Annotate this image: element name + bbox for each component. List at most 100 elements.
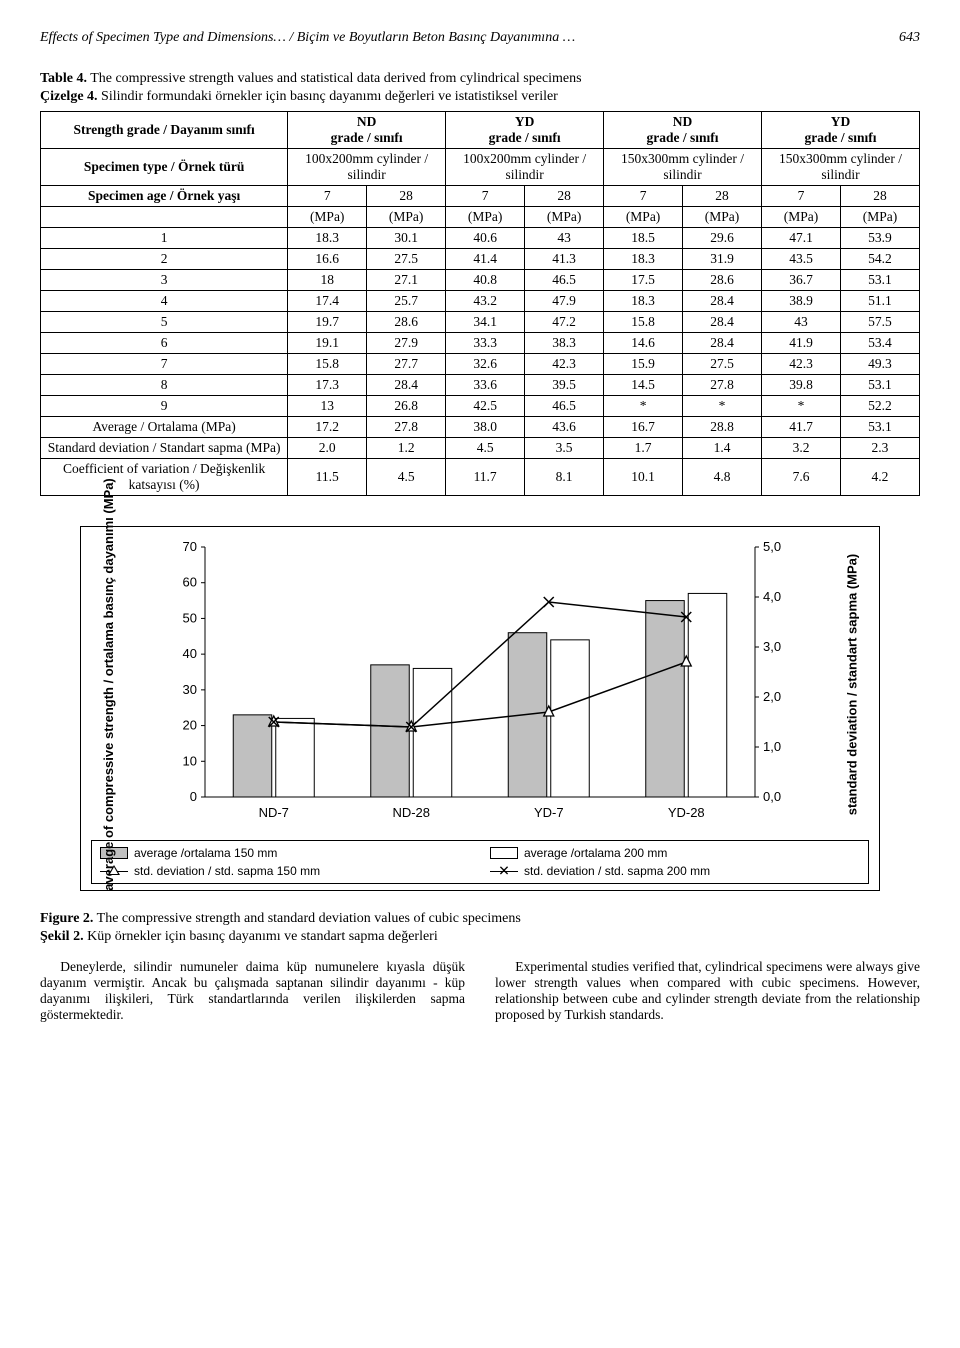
- cv1: 4.5: [367, 459, 446, 496]
- figure-text-tr: Küp örnekler için basınç dayanımı ve sta…: [84, 929, 438, 944]
- row-index: 8: [41, 375, 288, 396]
- u0: (MPa): [288, 207, 367, 228]
- table-label: Table 4.: [40, 71, 87, 86]
- u6: (MPa): [762, 207, 841, 228]
- td-type-2: 150x300mm cylinder / silindir: [604, 149, 762, 186]
- cell: 18.5: [604, 228, 683, 249]
- cell: 28.4: [683, 312, 762, 333]
- cell: 36.7: [762, 270, 841, 291]
- cell: 31.9: [683, 249, 762, 270]
- sd4: 1.7: [604, 438, 683, 459]
- sd-label: Standard deviation / Standart sapma (MPa…: [41, 438, 288, 459]
- table-caption-en: Table 4. The compressive strength values…: [40, 71, 920, 87]
- svg-text:YD-7: YD-7: [534, 805, 564, 820]
- table-row: 619.127.933.338.314.628.441.953.4: [41, 333, 920, 354]
- cell: 41.9: [762, 333, 841, 354]
- sd5: 1.4: [683, 438, 762, 459]
- cell: 38.3: [525, 333, 604, 354]
- sd7: 2.3: [840, 438, 919, 459]
- cell: 28.6: [683, 270, 762, 291]
- figure-text: The compressive strength and standard de…: [93, 911, 520, 926]
- cell: 13: [288, 396, 367, 417]
- cv4: 10.1: [604, 459, 683, 496]
- th-grade-0: ND grade / sınıfı: [288, 112, 446, 149]
- cell: 27.8: [683, 375, 762, 396]
- cv0: 11.5: [288, 459, 367, 496]
- age-0: 7: [288, 186, 367, 207]
- age-2: 7: [446, 186, 525, 207]
- table-label-tr: Çizelge 4.: [40, 89, 98, 104]
- th-type: Specimen type / Örnek türü: [41, 149, 288, 186]
- cell: 41.3: [525, 249, 604, 270]
- avg6: 41.7: [762, 417, 841, 438]
- u3: (MPa): [525, 207, 604, 228]
- age-4: 7: [604, 186, 683, 207]
- cell: 17.5: [604, 270, 683, 291]
- th-age: Specimen age / Örnek yaşı: [41, 186, 288, 207]
- cv6: 7.6: [762, 459, 841, 496]
- cell: 52.2: [840, 396, 919, 417]
- legend-sd200-text: std. deviation / std. sapma 200 mm: [524, 864, 710, 878]
- cell: 42.3: [525, 354, 604, 375]
- cell: *: [762, 396, 841, 417]
- table-row: 31827.140.846.517.528.636.753.1: [41, 270, 920, 291]
- cell: 49.3: [840, 354, 919, 375]
- avg5: 28.8: [683, 417, 762, 438]
- cell: 29.6: [683, 228, 762, 249]
- age-5: 28: [683, 186, 762, 207]
- row-index: 5: [41, 312, 288, 333]
- row-index: 1: [41, 228, 288, 249]
- figure-caption-en: Figure 2. The compressive strength and s…: [40, 911, 920, 927]
- cell: 41.4: [446, 249, 525, 270]
- row-index: 2: [41, 249, 288, 270]
- table-row: 715.827.732.642.315.927.542.349.3: [41, 354, 920, 375]
- svg-text:0,0: 0,0: [763, 789, 781, 804]
- cell: 57.5: [840, 312, 919, 333]
- cell: 19.1: [288, 333, 367, 354]
- cell: 18: [288, 270, 367, 291]
- page-number: 643: [899, 30, 920, 46]
- cell: 27.9: [367, 333, 446, 354]
- svg-text:3,0: 3,0: [763, 639, 781, 654]
- svg-text:4,0: 4,0: [763, 589, 781, 604]
- svg-text:60: 60: [183, 575, 197, 590]
- svg-text:40: 40: [183, 646, 197, 661]
- cell: 42.3: [762, 354, 841, 375]
- avg2: 38.0: [446, 417, 525, 438]
- cell: 27.5: [683, 354, 762, 375]
- legend-avg150: average /ortalama 150 mm: [100, 846, 470, 860]
- cell: 47.9: [525, 291, 604, 312]
- svg-text:1,0: 1,0: [763, 739, 781, 754]
- row-index: 3: [41, 270, 288, 291]
- table-row: 118.330.140.64318.529.647.153.9: [41, 228, 920, 249]
- svg-text:10: 10: [183, 753, 197, 768]
- cell: 32.6: [446, 354, 525, 375]
- age-7: 28: [840, 186, 919, 207]
- running-head-text: Effects of Specimen Type and Dimensions……: [40, 30, 575, 46]
- cell: 53.1: [840, 375, 919, 396]
- cell: 38.9: [762, 291, 841, 312]
- data-table: Strength grade / Dayanım sınıfı ND grade…: [40, 111, 920, 496]
- cell: 53.9: [840, 228, 919, 249]
- table-caption-tr: Çizelge 4. Silindir formundaki örnekler …: [40, 89, 920, 105]
- cell: 47.2: [525, 312, 604, 333]
- line-swatch-150-icon: [100, 865, 128, 877]
- row-index: 4: [41, 291, 288, 312]
- row-index: 6: [41, 333, 288, 354]
- left-axis-label-wrap: average of compressive strength / ortala…: [91, 537, 125, 832]
- table-row: 417.425.743.247.918.328.438.951.1: [41, 291, 920, 312]
- cell: 46.5: [525, 396, 604, 417]
- line-swatch-200-icon: ✕: [490, 865, 518, 877]
- chart-plot: 0102030405060700,01,02,03,04,05,0ND-7ND-…: [125, 537, 835, 832]
- table-caption-text: The compressive strength values and stat…: [87, 71, 582, 86]
- svg-text:20: 20: [183, 718, 197, 733]
- svg-text:0: 0: [190, 789, 197, 804]
- cell: 40.8: [446, 270, 525, 291]
- age-1: 28: [367, 186, 446, 207]
- cell: 14.5: [604, 375, 683, 396]
- cell: 18.3: [604, 249, 683, 270]
- legend-avg200-text: average /ortalama 200 mm: [524, 846, 667, 860]
- svg-text:50: 50: [183, 610, 197, 625]
- legend-sd150: std. deviation / std. sapma 150 mm: [100, 864, 470, 878]
- td-type-3: 150x300mm cylinder / silindir: [762, 149, 920, 186]
